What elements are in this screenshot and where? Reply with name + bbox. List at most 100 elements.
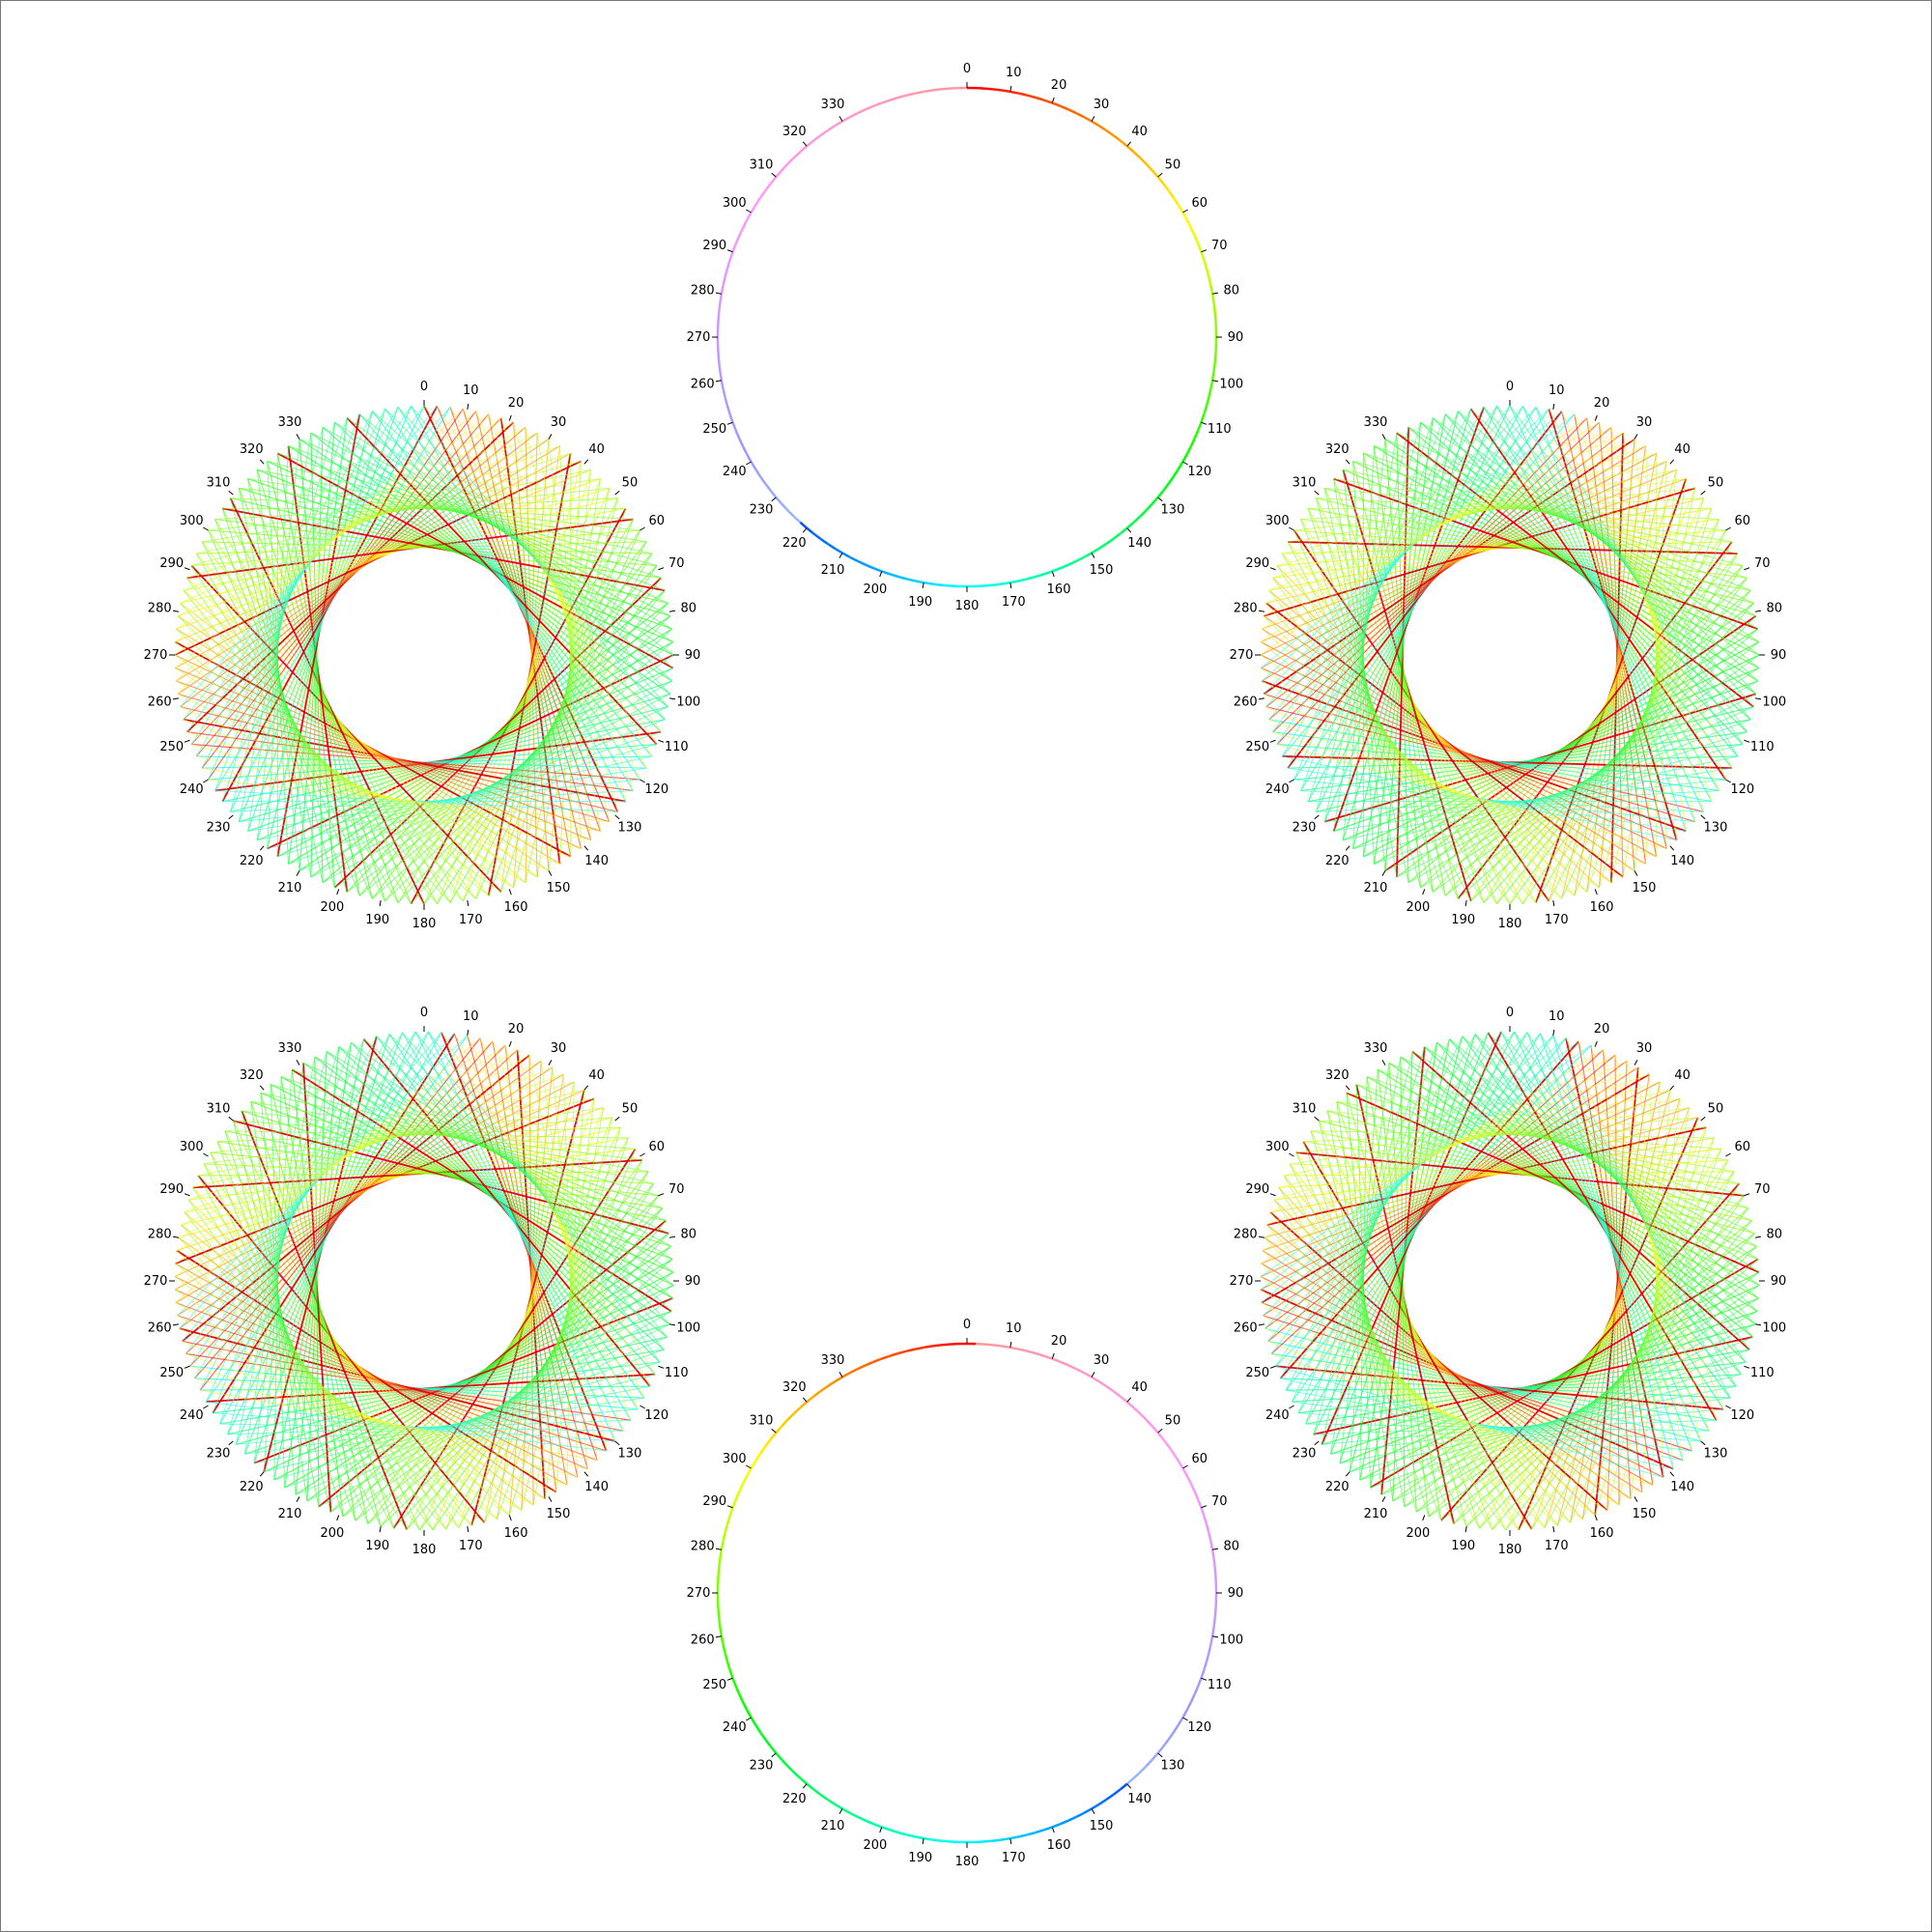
ring-segment <box>1043 99 1053 104</box>
tick-mark <box>259 459 265 465</box>
tick-mark <box>1725 526 1731 531</box>
ring-segment <box>1209 380 1214 389</box>
ring-segment <box>1067 1815 1077 1822</box>
string-art-lower-left: 0 10 20 30 40 50 60 70 80 90 100 110 120 130 140 150 160… <box>144 1006 701 1557</box>
ring-segment <box>1172 197 1179 206</box>
tick-mark <box>184 1365 190 1369</box>
tick-label: 240 <box>723 465 747 479</box>
tick-label: 60 <box>648 1140 665 1154</box>
ring-segment <box>1060 104 1069 111</box>
ring-segment <box>857 1815 867 1822</box>
tick-mark <box>614 490 620 496</box>
ring-segment <box>940 87 951 91</box>
ring-segment <box>720 380 724 389</box>
ring-segment <box>834 1376 843 1383</box>
ring-segment <box>1189 227 1196 237</box>
ring-segment <box>1193 1491 1200 1500</box>
tick-mark <box>336 889 340 895</box>
ring-segment <box>906 1833 916 1838</box>
tick-label: 150 <box>1090 1819 1114 1833</box>
tick-label: 140 <box>1127 536 1151 551</box>
tick-mark <box>715 292 723 295</box>
tick-mark <box>802 1783 808 1789</box>
tick-label: 20 <box>1594 396 1610 411</box>
ring-segment <box>724 1653 729 1662</box>
tick-mark <box>1552 1525 1555 1533</box>
ring-segment <box>1001 1345 1011 1350</box>
tick-mark <box>1289 779 1294 783</box>
ring-segment <box>865 563 874 570</box>
ring-segment <box>1126 145 1135 154</box>
ring-segment <box>992 582 1003 586</box>
tick-label: 220 <box>782 1792 807 1806</box>
tick-mark <box>1422 889 1426 895</box>
tick-label: 0 <box>420 380 428 394</box>
tick-label: 260 <box>1234 1321 1258 1335</box>
ring-segment <box>1035 1829 1045 1834</box>
tick-label: 230 <box>750 1759 774 1774</box>
ring-segment <box>806 1782 814 1791</box>
tick-label: 330 <box>821 1353 845 1368</box>
tick-label: 40 <box>588 1068 605 1083</box>
tick-mark <box>1464 1525 1467 1533</box>
ring-segment <box>923 1836 933 1841</box>
tick-label: 220 <box>1325 854 1350 868</box>
ring-segment <box>720 1541 724 1550</box>
tick-label: 310 <box>207 1101 231 1116</box>
ring-segment <box>1098 542 1107 550</box>
ring-segment <box>720 285 724 295</box>
tick-mark <box>658 1193 665 1197</box>
ring-segment <box>1167 1731 1175 1741</box>
tick-label: 130 <box>1704 821 1728 836</box>
ring-segment <box>1145 162 1153 172</box>
tick-mark <box>1381 870 1386 876</box>
tick-label: 250 <box>1245 1366 1269 1380</box>
ring-segment <box>731 242 737 253</box>
tick-mark <box>1345 1085 1350 1091</box>
tick-mark <box>1211 380 1219 383</box>
ring-segment <box>812 1390 822 1398</box>
ring-segment <box>769 176 778 185</box>
ring-segment <box>1193 1686 1200 1695</box>
ring-segment <box>1067 559 1077 566</box>
ring-segment <box>881 570 891 576</box>
ring-segment <box>1075 111 1085 119</box>
ring-segment <box>889 1351 899 1357</box>
tick-label: 70 <box>1211 1494 1228 1509</box>
tick-label: 290 <box>159 556 184 571</box>
tick-label: 50 <box>1708 475 1724 490</box>
ring-segment <box>1213 354 1217 364</box>
tick-label: 110 <box>1208 422 1232 437</box>
ring-segment <box>931 88 942 92</box>
ring-segment <box>1091 547 1100 554</box>
ring-segment <box>1132 515 1142 524</box>
ring-segment <box>1027 94 1037 99</box>
ring-segment <box>775 169 783 178</box>
tick-label: 220 <box>782 536 807 551</box>
ring-segment <box>1172 1453 1179 1462</box>
tick-label: 330 <box>1364 1041 1388 1056</box>
tick-mark <box>614 1440 620 1446</box>
ring-segment <box>1189 1693 1196 1703</box>
tick-mark <box>1634 1060 1638 1065</box>
tick-mark <box>1669 1085 1675 1091</box>
ring-segment <box>827 542 836 550</box>
tick-label: 80 <box>1224 1540 1240 1554</box>
chord <box>1552 1035 1674 1469</box>
tick-mark <box>172 697 180 700</box>
tick-label: 200 <box>864 1838 888 1853</box>
ring-segment <box>741 219 749 229</box>
ring-segment <box>741 445 749 455</box>
tick-label: 160 <box>504 1526 528 1541</box>
tick-label: 300 <box>1265 514 1290 528</box>
ring-segment <box>1145 1418 1153 1428</box>
tick-label: 300 <box>180 1140 204 1154</box>
tick-label: 270 <box>144 1274 168 1289</box>
ring-segment <box>1208 388 1212 398</box>
tick-mark <box>203 526 209 531</box>
ring-segment <box>865 1360 874 1367</box>
tick-label: 50 <box>1708 1101 1724 1116</box>
tick-label: 50 <box>622 475 639 490</box>
ring-segment <box>754 1724 762 1733</box>
tick-mark <box>658 1365 665 1369</box>
